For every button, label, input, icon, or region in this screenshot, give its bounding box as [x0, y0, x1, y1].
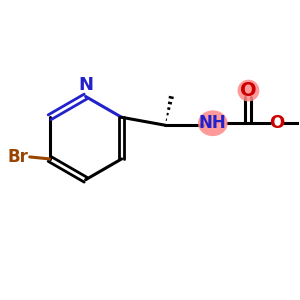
- Text: O: O: [240, 81, 257, 100]
- Ellipse shape: [198, 110, 228, 136]
- Ellipse shape: [238, 80, 260, 101]
- Text: NH: NH: [199, 114, 227, 132]
- Text: O: O: [270, 114, 285, 132]
- Text: N: N: [78, 76, 93, 94]
- Text: Br: Br: [8, 148, 28, 166]
